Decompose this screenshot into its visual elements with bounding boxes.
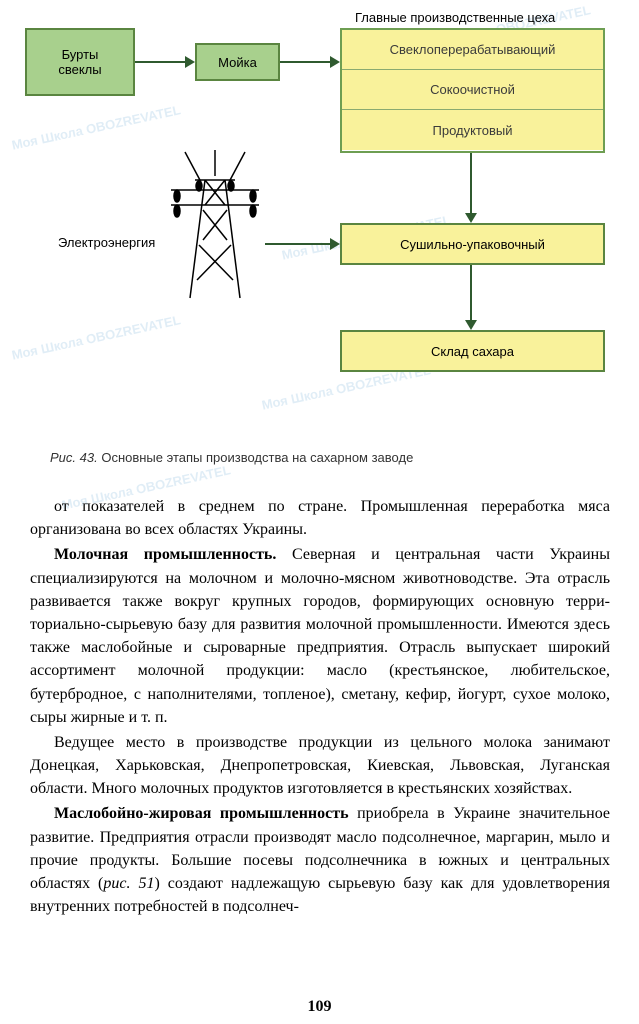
arrow-head <box>330 238 340 250</box>
arrow-head <box>185 56 195 68</box>
figure-caption: Рис. 43. Основные этапы производства на … <box>50 450 413 465</box>
arrow <box>135 61 185 63</box>
arrow-head <box>465 320 477 330</box>
figure-number: Рис. 43. <box>50 450 98 465</box>
workshop-beet-processing: Свеклоперерабатывающий <box>342 30 603 70</box>
arrow <box>265 243 330 245</box>
node-warehouse: Склад сахара <box>340 330 605 372</box>
arrow <box>470 153 472 213</box>
arrow-head <box>465 213 477 223</box>
arrow-head <box>330 56 340 68</box>
paragraph-3: Ведущее место в производстве продукции и… <box>30 731 610 801</box>
arrow <box>280 61 332 63</box>
transmission-tower-icon <box>165 150 265 300</box>
figure-text: Основные этапы производства на сахарном … <box>101 450 413 465</box>
heading-dairy: Молочная промышленность. <box>54 546 276 563</box>
workshop-product: Продуктовый <box>342 110 603 150</box>
node-wash: Мойка <box>195 43 280 81</box>
arrow <box>470 265 472 320</box>
fig-ref: рис. 51 <box>103 875 154 892</box>
node-beets: Бурты свеклы <box>25 28 135 96</box>
node-drying: Сушильно-упаковочный <box>340 223 605 265</box>
sugar-plant-diagram: Главные производственные цеха Бурты свек… <box>0 0 639 450</box>
heading-oil-fat: Маслобойно-жировая промышленность <box>54 805 349 822</box>
node-workshops: Свеклоперерабатывающий Сокоочистной Прод… <box>340 28 605 153</box>
paragraph-2: Молочная промышленность. Северная и цент… <box>30 543 610 729</box>
page-number: 109 <box>308 998 332 1016</box>
workshops-header: Главные производственные цеха <box>355 10 555 25</box>
workshop-juice-cleaning: Сокоочистной <box>342 70 603 110</box>
body-text: от показателей в среднем по стране. Пром… <box>30 495 610 920</box>
paragraph-2-text: Северная и центральная части Украины спе… <box>30 546 610 725</box>
paragraph-4: Маслобойно-жировая промышленность приобр… <box>30 802 610 918</box>
electricity-label: Электроэнергия <box>58 235 155 250</box>
paragraph-1: от показателей в среднем по стране. Пром… <box>30 495 610 541</box>
